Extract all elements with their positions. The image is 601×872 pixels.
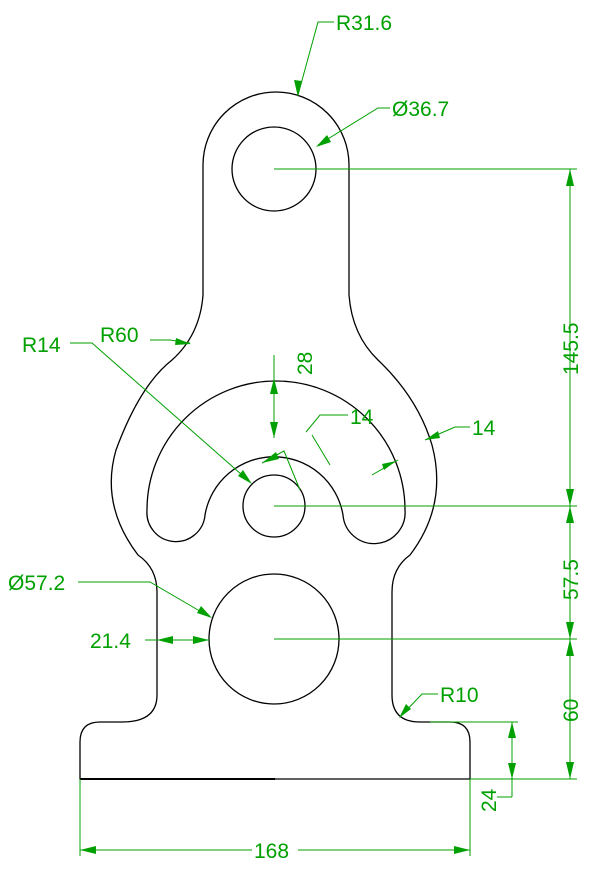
arc-slot (146, 380, 406, 545)
dim-base-to-big-hole-text: 60 (560, 699, 583, 722)
dim-base-width: 168 (79, 779, 471, 863)
dim-neck-radius-text: R60 (100, 324, 139, 347)
dim-inner-slot-text: 14 (350, 406, 374, 429)
dim-big-hole-text: Ø57.2 (8, 572, 65, 595)
dim-wall-width-text: 21.4 (90, 630, 131, 653)
dim-base-width-text: 168 (254, 840, 289, 863)
dim-fillet-radius-text: R10 (440, 684, 479, 707)
dim-center-to-top: 145.5 (274, 168, 583, 507)
dim-big-hole-offset-text: 57.5 (560, 559, 583, 600)
dim-small-radius: R14 (22, 334, 252, 484)
dim-wall-width: 21.4 (90, 630, 209, 653)
dimension-layer: R31.6 Ø36.7 145.5 R60 R14 (8, 12, 583, 863)
dim-top-hole-text: Ø36.7 (392, 98, 449, 121)
dim-outer-slot: 14 (371, 417, 496, 476)
dim-neck-radius: R60 (100, 324, 191, 347)
dim-big-hole-offset: 57.5 (274, 506, 583, 640)
dim-base-to-big-hole: 60 (470, 639, 583, 780)
dim-big-hole: Ø57.2 (8, 572, 212, 618)
outer-profile (79, 91, 471, 780)
dim-slot-depth: 28 (270, 352, 317, 438)
dim-fillet-radius: R10 (399, 684, 479, 718)
dim-slot-depth-text: 28 (294, 352, 317, 375)
dim-small-radius-text: R14 (22, 334, 61, 357)
dim-top-radius: R31.6 (294, 12, 392, 97)
dim-inner-slot: 14 (261, 406, 374, 491)
dim-top-radius-text: R31.6 (336, 12, 392, 35)
dim-top-hole: Ø36.7 (316, 98, 449, 147)
dim-outer-slot-text: 14 (472, 417, 496, 440)
dim-center-to-top-text: 145.5 (560, 322, 583, 375)
dim-base-height-text: 24 (478, 788, 501, 812)
part-outline (79, 91, 471, 780)
dim-base-height: 24 (430, 721, 518, 812)
